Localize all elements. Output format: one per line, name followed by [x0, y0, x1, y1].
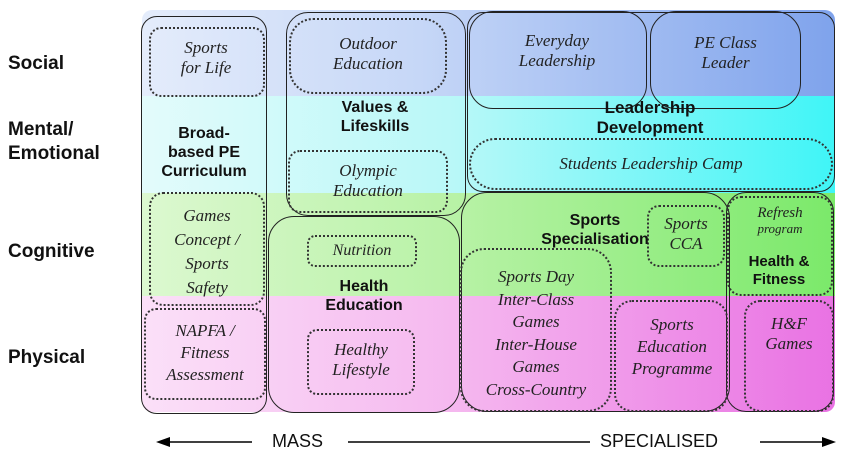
broad-based-pe-label: Broad- based PE Curriculum [143, 124, 265, 182]
refresh-program-line2: program [757, 221, 803, 237]
olympic-education-line1: Olympic [339, 161, 397, 180]
sports-day-box [460, 248, 612, 412]
sports-education-programme-line1: Sports [650, 315, 694, 334]
sports-for-life-box [149, 27, 265, 97]
refresh-program-box [727, 196, 833, 296]
olympic-education-box [288, 150, 448, 213]
napfa-line3: Assessment [166, 365, 244, 384]
health-fitness-line2: Fitness [752, 271, 806, 288]
sports-specialisation-line2: Specialisation [541, 231, 649, 249]
games-concept-line2: Concept / [174, 230, 240, 249]
row-label-physical: Physical [8, 347, 86, 368]
games-concept-label: Games Concept / Sports Safety [150, 204, 264, 300]
sports-day-line5: Games [512, 357, 560, 376]
games-concept-box [149, 192, 265, 306]
outdoor-education-line2: Education [333, 53, 403, 73]
sports-specialisation-label: Sports Specialisation [520, 211, 670, 249]
sports-education-programme-label: Sports Education Programme [615, 314, 729, 380]
axis-label-mass: MASS [272, 431, 324, 451]
sports-day-line2: Inter-Class [497, 289, 575, 309]
olympic-education-line2: Education [333, 180, 403, 200]
hf-games-label: H&F Games [745, 314, 833, 353]
refresh-program-line1: Refresh [757, 205, 803, 221]
healthy-lifestyle-line1: Healthy [334, 340, 388, 359]
sports-education-programme-box [614, 300, 728, 412]
sports-education-programme-line2: Education [637, 337, 707, 356]
right-arrowhead-icon [822, 437, 836, 447]
row-label-mental-line2: Emotional [8, 143, 100, 164]
broad-based-pe-line3: Curriculum [161, 163, 247, 181]
sports-day-line1: Sports Day [497, 267, 575, 286]
row-label-social: Social [8, 53, 64, 74]
pe-class-leader-line2: Leader [701, 52, 750, 72]
row-label-mental-line1: Mental/ [8, 119, 74, 140]
sports-for-life-line1: Sports [184, 38, 228, 57]
healthy-lifestyle-line2: Lifestyle [332, 359, 390, 379]
sports-day-line6: Cross-Country [485, 379, 587, 399]
broad-based-pe-line2: based PE [167, 144, 241, 162]
napfa-line1: NAPFA / [175, 321, 235, 340]
sports-specialisation-line1: Sports [569, 212, 621, 229]
healthy-lifestyle-box [307, 329, 415, 395]
everyday-leadership-box [469, 11, 647, 109]
leadership-development-line2: Development [596, 118, 704, 138]
leadership-development-line1: Leadership [604, 98, 696, 117]
sports-education-programme-line3: Programme [631, 359, 713, 378]
values-lifeskills-line1: Values & [341, 99, 409, 116]
values-column-outline [286, 12, 466, 216]
health-education-label: Health Education [294, 277, 434, 315]
sports-day-label: Sports Day Inter-Class Games Inter-House… [462, 266, 610, 401]
nutrition-label: Nutrition [332, 242, 392, 259]
values-lifeskills-line2: Lifeskills [340, 118, 410, 136]
napfa-label: NAPFA / Fitness Assessment [146, 320, 264, 386]
students-leadership-camp-label: Students Leadership Camp [559, 154, 743, 173]
outdoor-education-line1: Outdoor [339, 34, 397, 53]
sports-for-life-label: Sports for Life [150, 38, 262, 77]
pe-class-leader-box [650, 11, 801, 109]
values-lifeskills-label: Values & Lifeskills [300, 98, 450, 136]
health-education-line1: Health [339, 278, 389, 295]
row-label-mental: Mental/ Emotional [8, 118, 100, 166]
row-label-cognitive: Cognitive [8, 241, 95, 262]
left-arrowhead-icon [156, 437, 170, 447]
hf-games-line1: H&F [771, 314, 807, 333]
outdoor-education-label: Outdoor Education [292, 34, 444, 73]
leadership-outline [467, 12, 835, 192]
students-leadership-camp-box [469, 138, 833, 190]
sports-cca-box [647, 205, 725, 267]
health-education-line2: Education [325, 297, 403, 315]
everyday-leadership-line2: Leadership [518, 50, 596, 70]
healthy-lifestyle-label: Healthy Lifestyle [308, 340, 414, 379]
hf-games-box [744, 300, 834, 412]
health-education-outline [268, 216, 460, 413]
leadership-development-label: Leadership Development [560, 98, 740, 139]
sports-cca-line2: CCA [669, 233, 703, 253]
olympic-education-label: Olympic Education [290, 161, 446, 200]
broad-based-pe-line1: Broad- [178, 125, 230, 142]
sports-cca-label: Sports CCA [647, 214, 725, 253]
games-concept-line4: Safety [186, 278, 228, 297]
refresh-program-label: Refresh program [729, 205, 831, 237]
everyday-leadership-label: Everyday Leadership [478, 31, 636, 70]
sports-cca-line1: Sports [664, 214, 708, 233]
sports-day-line3: Games [512, 312, 560, 331]
everyday-leadership-line1: Everyday [524, 31, 590, 50]
pe-class-leader-line1: PE Class [694, 33, 757, 52]
games-concept-line3: Sports [185, 254, 229, 273]
axis-label-specialised: SPECIALISED [600, 431, 719, 451]
nutrition-box [307, 235, 417, 267]
napfa-box [144, 308, 266, 400]
health-fitness-line1: Health & [748, 253, 810, 270]
mass-column-outline [141, 16, 267, 414]
napfa-line2: Fitness [180, 343, 230, 362]
pe-class-leader-label: PE Class Leader [650, 33, 801, 72]
sports-day-line4: Inter-House [495, 334, 577, 354]
sports-for-life-line2: for Life [180, 57, 232, 77]
outdoor-education-box [289, 18, 447, 94]
hf-games-line2: Games [765, 333, 813, 353]
health-fitness-label: Health & Fitness [729, 253, 829, 289]
games-concept-line1: Games [183, 206, 231, 225]
